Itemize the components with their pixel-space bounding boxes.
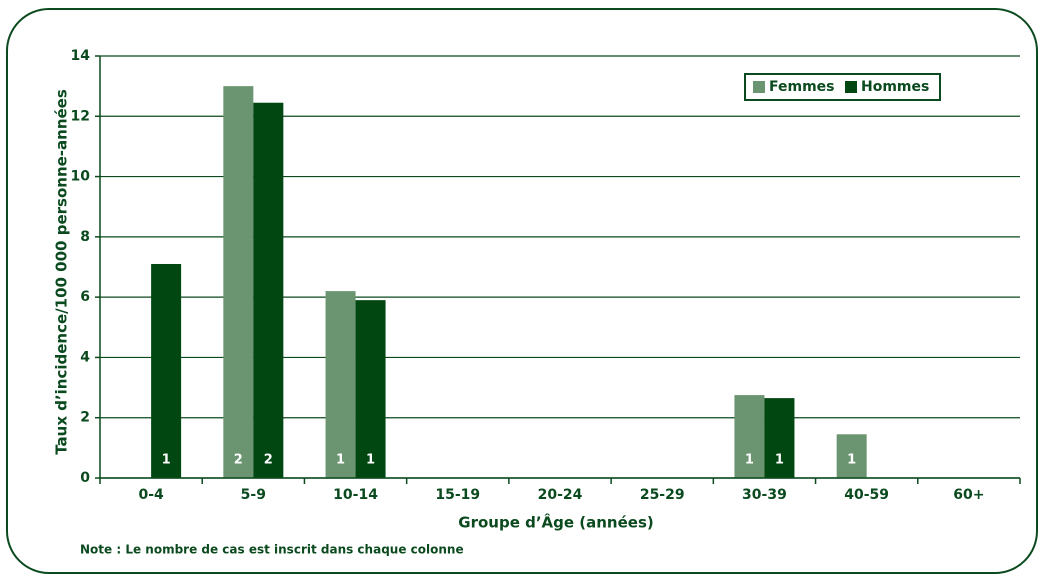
legend-swatch <box>753 81 765 93</box>
bar <box>223 86 254 479</box>
y-tick-label: 0 <box>80 470 90 486</box>
count-label: 1 <box>336 453 345 468</box>
legend-box <box>744 73 941 101</box>
x-tick-label: 0-4 <box>138 487 164 503</box>
bar <box>355 300 386 478</box>
y-tick-label: 12 <box>71 108 90 124</box>
bar <box>734 395 765 478</box>
legend-label: Hommes <box>861 79 929 95</box>
y-tick-label: 4 <box>80 349 90 365</box>
bar <box>325 291 356 478</box>
bar <box>151 263 182 478</box>
y-tick-label: 2 <box>80 410 90 426</box>
count-label: 2 <box>264 453 273 468</box>
x-tick-label: 5-9 <box>241 487 266 503</box>
note: Note : Le nombre de cas est inscrit dans… <box>80 543 464 557</box>
x-tick-label: 40-59 <box>844 487 889 503</box>
count-label: 2 <box>234 453 243 468</box>
count-label: 1 <box>162 453 171 468</box>
x-tick-label: 25-29 <box>640 487 685 503</box>
x-tick-label: 15-19 <box>435 487 480 503</box>
legend-swatch <box>845 81 857 93</box>
y-tick-label: 10 <box>71 169 91 185</box>
x-axis-title: Groupe d’Âge (années) <box>458 513 653 532</box>
y-tick-label: 14 <box>71 48 91 64</box>
count-label: 1 <box>775 453 784 468</box>
x-tick-label: 10-14 <box>333 487 378 503</box>
bar <box>764 398 795 478</box>
bar <box>836 434 867 478</box>
x-tick-label: 60+ <box>953 487 984 503</box>
x-tick-label: 30-39 <box>742 487 787 503</box>
y-axis-title: Taux d’incidence/100 000 personne-années <box>53 89 71 455</box>
x-tick-label: 20-24 <box>538 487 583 503</box>
y-tick-label: 8 <box>80 229 90 245</box>
legend-label: Femmes <box>769 79 835 95</box>
count-label: 1 <box>366 453 375 468</box>
y-tick-label: 6 <box>80 289 90 305</box>
count-label: 1 <box>745 453 754 468</box>
count-label: 1 <box>847 453 856 468</box>
bar <box>253 102 284 478</box>
frame <box>6 8 1038 574</box>
